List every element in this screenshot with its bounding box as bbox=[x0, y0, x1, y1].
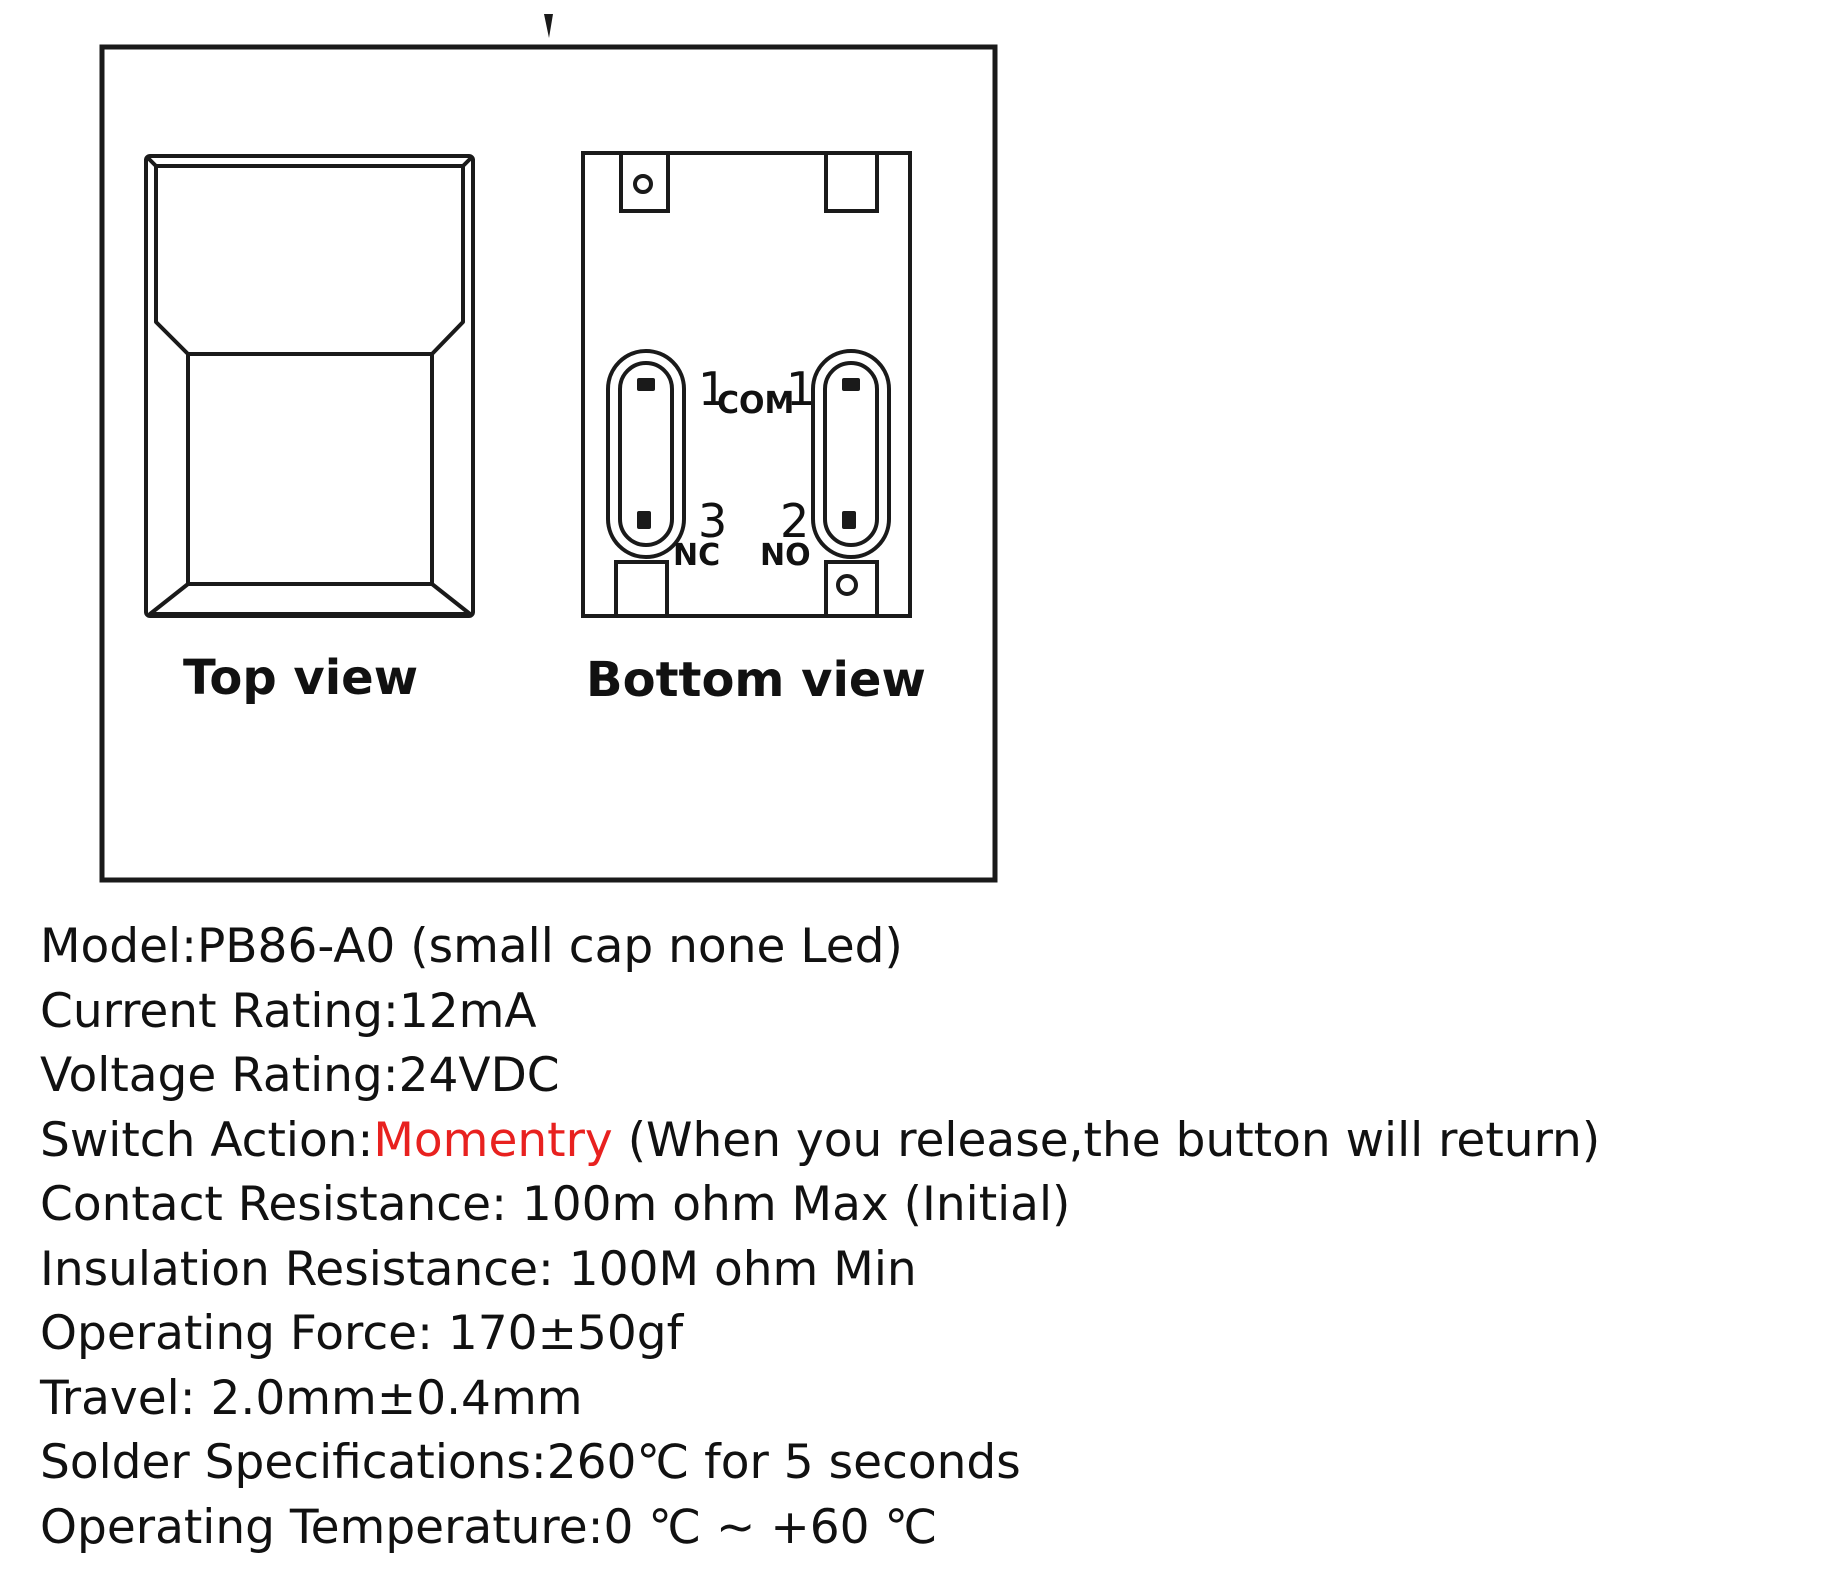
spec-value: 100M ohm Min bbox=[568, 1241, 917, 1297]
top-view-caption: Top view bbox=[183, 650, 418, 706]
spec-current-rating: Current Rating:12mA bbox=[40, 980, 1800, 1045]
spec-operating-force: Operating Force: 170±50gf bbox=[40, 1302, 1800, 1367]
top-view bbox=[144, 154, 475, 618]
terminal-slot-right-inner bbox=[823, 361, 879, 547]
spec-label: Solder Specifications: bbox=[40, 1435, 547, 1490]
spec-operating-temperature: Operating Temperature:0 ℃ ~ +60 ℃ bbox=[40, 1496, 1800, 1561]
top-view-body bbox=[144, 154, 475, 618]
spec-switch-action: Switch Action:Momentry (When you release… bbox=[40, 1109, 1800, 1174]
spec-contact-resistance: Contact Resistance: 100m ohm Max (Initia… bbox=[40, 1173, 1800, 1238]
terminal-slot-left-inner bbox=[618, 361, 674, 547]
spec-list: Model:PB86-A0 (small cap none Led) Curre… bbox=[40, 915, 1800, 1560]
mount-hole-bottom-right bbox=[836, 574, 858, 596]
spec-value: 260℃ for 5 seconds bbox=[546, 1435, 1021, 1490]
top-view-cap-outline bbox=[148, 164, 472, 616]
mount-tab-bottom-right bbox=[824, 560, 879, 618]
spec-label: Model: bbox=[40, 919, 197, 974]
switch-dimension-diagram: Top view 1 COM 1 3 NC 2 NO Bottom view bbox=[99, 14, 998, 883]
pin-com-left-number: 1 bbox=[698, 362, 727, 416]
spec-value: PB86-A0 (small cap none Led) bbox=[196, 919, 903, 974]
bottom-view bbox=[581, 151, 912, 618]
pad-com-right bbox=[842, 378, 860, 391]
top-view-cap-face bbox=[186, 352, 434, 586]
spec-label: Operating Temperature: bbox=[40, 1499, 604, 1555]
spec-label: Travel: bbox=[40, 1370, 211, 1426]
spec-label: Insulation Resistance: bbox=[40, 1241, 569, 1297]
terminal-slot-left-outer bbox=[606, 349, 686, 559]
mount-tab-top-left bbox=[619, 151, 670, 213]
terminal-slot-right-outer bbox=[811, 349, 891, 559]
spec-model: Model:PB86-A0 (small cap none Led) bbox=[40, 915, 1800, 980]
spec-label: Switch Action: bbox=[40, 1112, 374, 1168]
pin-no-number: 2 bbox=[780, 494, 809, 548]
spec-label: Voltage Rating: bbox=[40, 1048, 399, 1103]
pin-no-label: NO bbox=[760, 538, 811, 573]
diagram-frame bbox=[99, 44, 998, 883]
spec-value: 24VDC bbox=[398, 1048, 560, 1103]
pin-nc-label: NC bbox=[673, 538, 720, 573]
bottom-view-caption: Bottom view bbox=[586, 652, 926, 708]
mount-tab-top-right bbox=[824, 151, 879, 213]
terminal-pads bbox=[637, 378, 860, 529]
pointer-mark bbox=[544, 14, 553, 38]
spec-insulation-resistance: Insulation Resistance: 100M ohm Min bbox=[40, 1238, 1800, 1303]
pin-com-right-number: 1 bbox=[786, 362, 815, 416]
spec-value: 0 ℃ ~ +60 ℃ bbox=[603, 1499, 938, 1555]
pad-no bbox=[842, 511, 856, 529]
spec-value: (When you release,the button will return… bbox=[612, 1112, 1601, 1168]
spec-label: Contact Resistance: bbox=[40, 1177, 522, 1232]
pin-com-label: COM bbox=[717, 386, 794, 421]
pin-nc-number: 3 bbox=[698, 494, 727, 548]
spec-travel: Travel: 2.0mm±0.4mm bbox=[40, 1367, 1800, 1432]
spec-label: Operating Force: bbox=[40, 1306, 448, 1361]
bottom-view-body bbox=[581, 151, 912, 618]
mount-hole-top-left bbox=[633, 174, 653, 194]
spec-value: 2.0mm±0.4mm bbox=[210, 1370, 583, 1426]
spec-highlight: Momentry bbox=[373, 1112, 613, 1168]
spec-voltage-rating: Voltage Rating:24VDC bbox=[40, 1044, 1800, 1109]
spec-value: 12mA bbox=[398, 983, 537, 1039]
pad-com-left bbox=[637, 378, 655, 391]
mount-tab-bottom-left bbox=[614, 560, 669, 618]
spec-solder: Solder Specifications:260℃ for 5 seconds bbox=[40, 1431, 1800, 1496]
pad-nc bbox=[637, 511, 651, 529]
spec-value: 100m ohm Max (Initial) bbox=[521, 1177, 1071, 1232]
spec-value: 170±50gf bbox=[447, 1306, 684, 1361]
spec-label: Current Rating: bbox=[40, 983, 399, 1039]
